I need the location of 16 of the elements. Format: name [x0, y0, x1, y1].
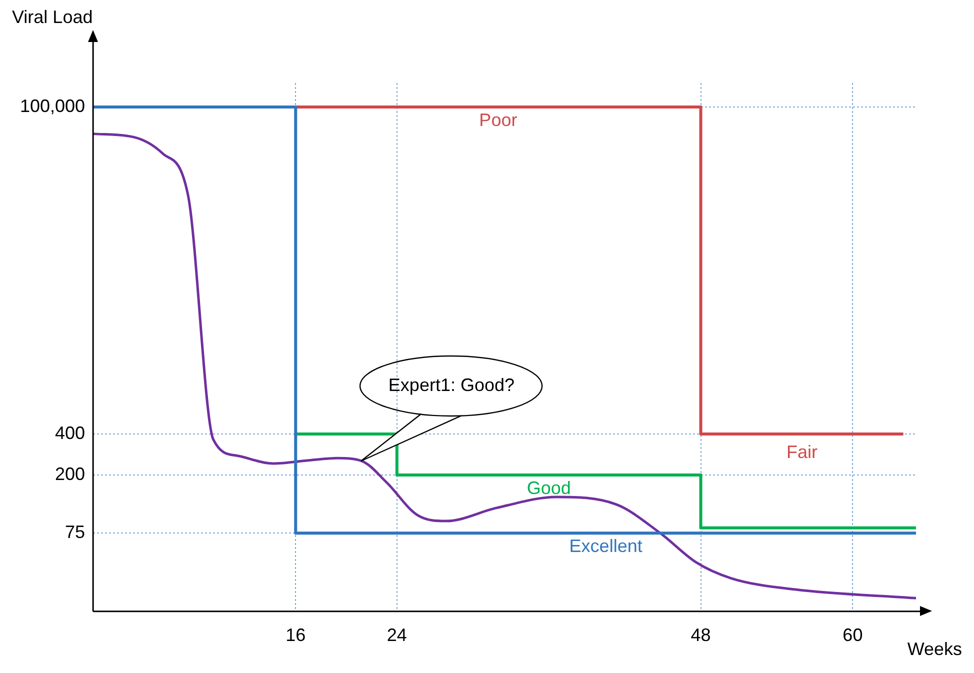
x-tick-label: 48	[690, 625, 711, 646]
x-tick-label: 60	[842, 625, 863, 646]
series-label: Poor	[479, 110, 518, 130]
y-tick-label: 200	[55, 464, 86, 484]
y-axis-title: Viral Load	[12, 7, 93, 27]
x-tick-label: 16	[286, 625, 306, 646]
series-label: Excellent	[569, 536, 642, 556]
line-series	[93, 132, 916, 600]
x-axis-title: Weeks	[907, 639, 962, 659]
y-tick-label: 75	[65, 522, 86, 542]
series-label: Good	[526, 478, 571, 498]
y-tick-label: 100,000	[20, 96, 86, 116]
annotation: Fair	[786, 442, 818, 462]
y-tick-label: 400	[55, 422, 86, 443]
x-tick-label: 24	[386, 625, 407, 646]
annotation: Expert1: Good?	[388, 374, 515, 395]
